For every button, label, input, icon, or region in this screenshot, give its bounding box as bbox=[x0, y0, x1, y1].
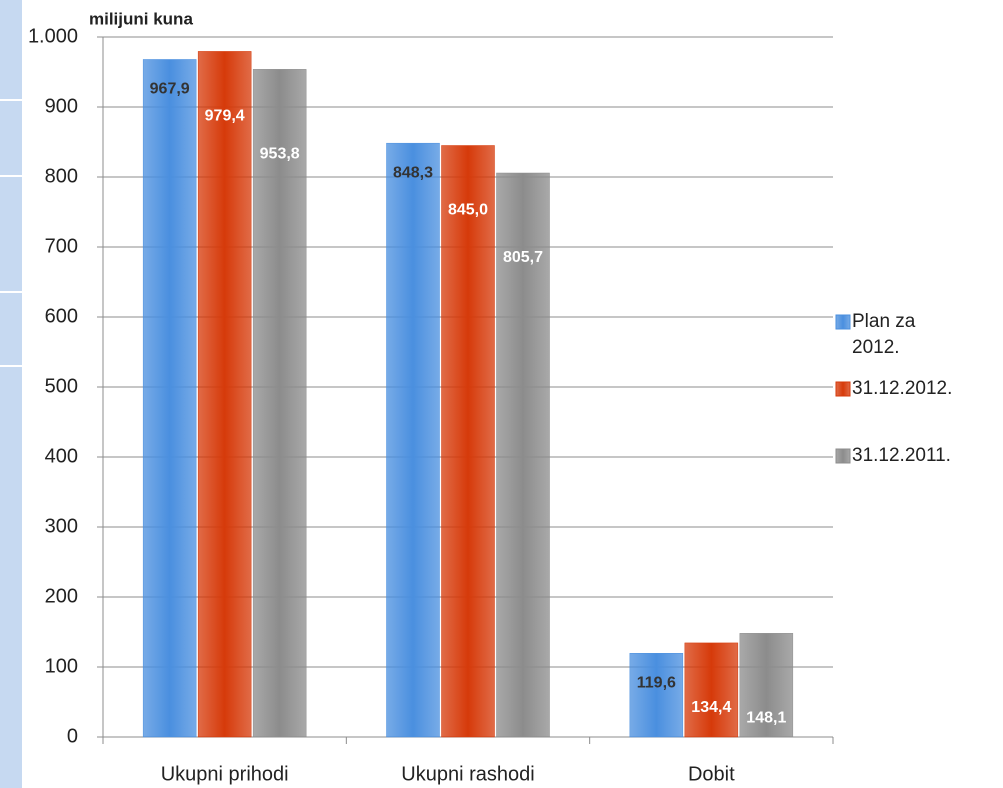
legend-entry: 31.12.2011. bbox=[852, 445, 951, 466]
x-tick-label: Dobit bbox=[688, 763, 735, 785]
y-tick-label: 800 bbox=[45, 165, 78, 187]
legend-entry: 31.12.2012. bbox=[852, 378, 953, 399]
value-label: 805,7 bbox=[503, 249, 543, 266]
value-label: 953,8 bbox=[260, 146, 300, 163]
y-tick-label: 300 bbox=[45, 515, 78, 537]
legend-entry: Plan za 2012. bbox=[852, 311, 916, 358]
value-label: 845,0 bbox=[448, 202, 488, 219]
bar bbox=[684, 642, 739, 738]
y-tick-label: 0 bbox=[67, 725, 78, 747]
value-label: 979,4 bbox=[205, 108, 245, 125]
value-label: 967,9 bbox=[150, 81, 190, 98]
legend-label: Plan za 2012. bbox=[852, 311, 916, 358]
legend-marker bbox=[835, 381, 851, 397]
axis-title: milijuni kuna bbox=[89, 9, 193, 28]
value-label: 848,3 bbox=[393, 164, 433, 181]
bar bbox=[629, 653, 684, 738]
bar bbox=[386, 142, 440, 738]
value-label: 134,4 bbox=[691, 699, 731, 716]
y-tick-label: 900 bbox=[45, 95, 78, 117]
y-tick-label: 100 bbox=[45, 655, 78, 677]
bar bbox=[739, 633, 794, 738]
side-strip-marks bbox=[0, 99, 22, 367]
y-tick-label: 200 bbox=[45, 585, 78, 607]
legend-marker bbox=[835, 314, 851, 330]
legend-label: 31.12.2011. bbox=[852, 445, 951, 466]
value-label: 148,1 bbox=[746, 710, 786, 727]
bar bbox=[252, 69, 307, 738]
bar bbox=[142, 59, 197, 738]
y-tick-label: 400 bbox=[45, 445, 78, 467]
bar bbox=[441, 145, 495, 738]
y-tick-label: 600 bbox=[45, 305, 78, 327]
bar bbox=[197, 51, 252, 738]
y-tick-label: 700 bbox=[45, 235, 78, 257]
value-label: 119,6 bbox=[637, 674, 676, 691]
legend-label: 31.12.2012. bbox=[852, 378, 953, 399]
side-strip bbox=[0, 0, 22, 788]
y-tick-label: 1.000 bbox=[28, 25, 78, 47]
bar bbox=[496, 172, 550, 738]
x-tick-label: Ukupni rashodi bbox=[401, 763, 534, 785]
x-tick-label: Ukupni prihodi bbox=[161, 763, 289, 785]
y-tick-label: 500 bbox=[45, 375, 78, 397]
legend-marker bbox=[835, 448, 851, 464]
